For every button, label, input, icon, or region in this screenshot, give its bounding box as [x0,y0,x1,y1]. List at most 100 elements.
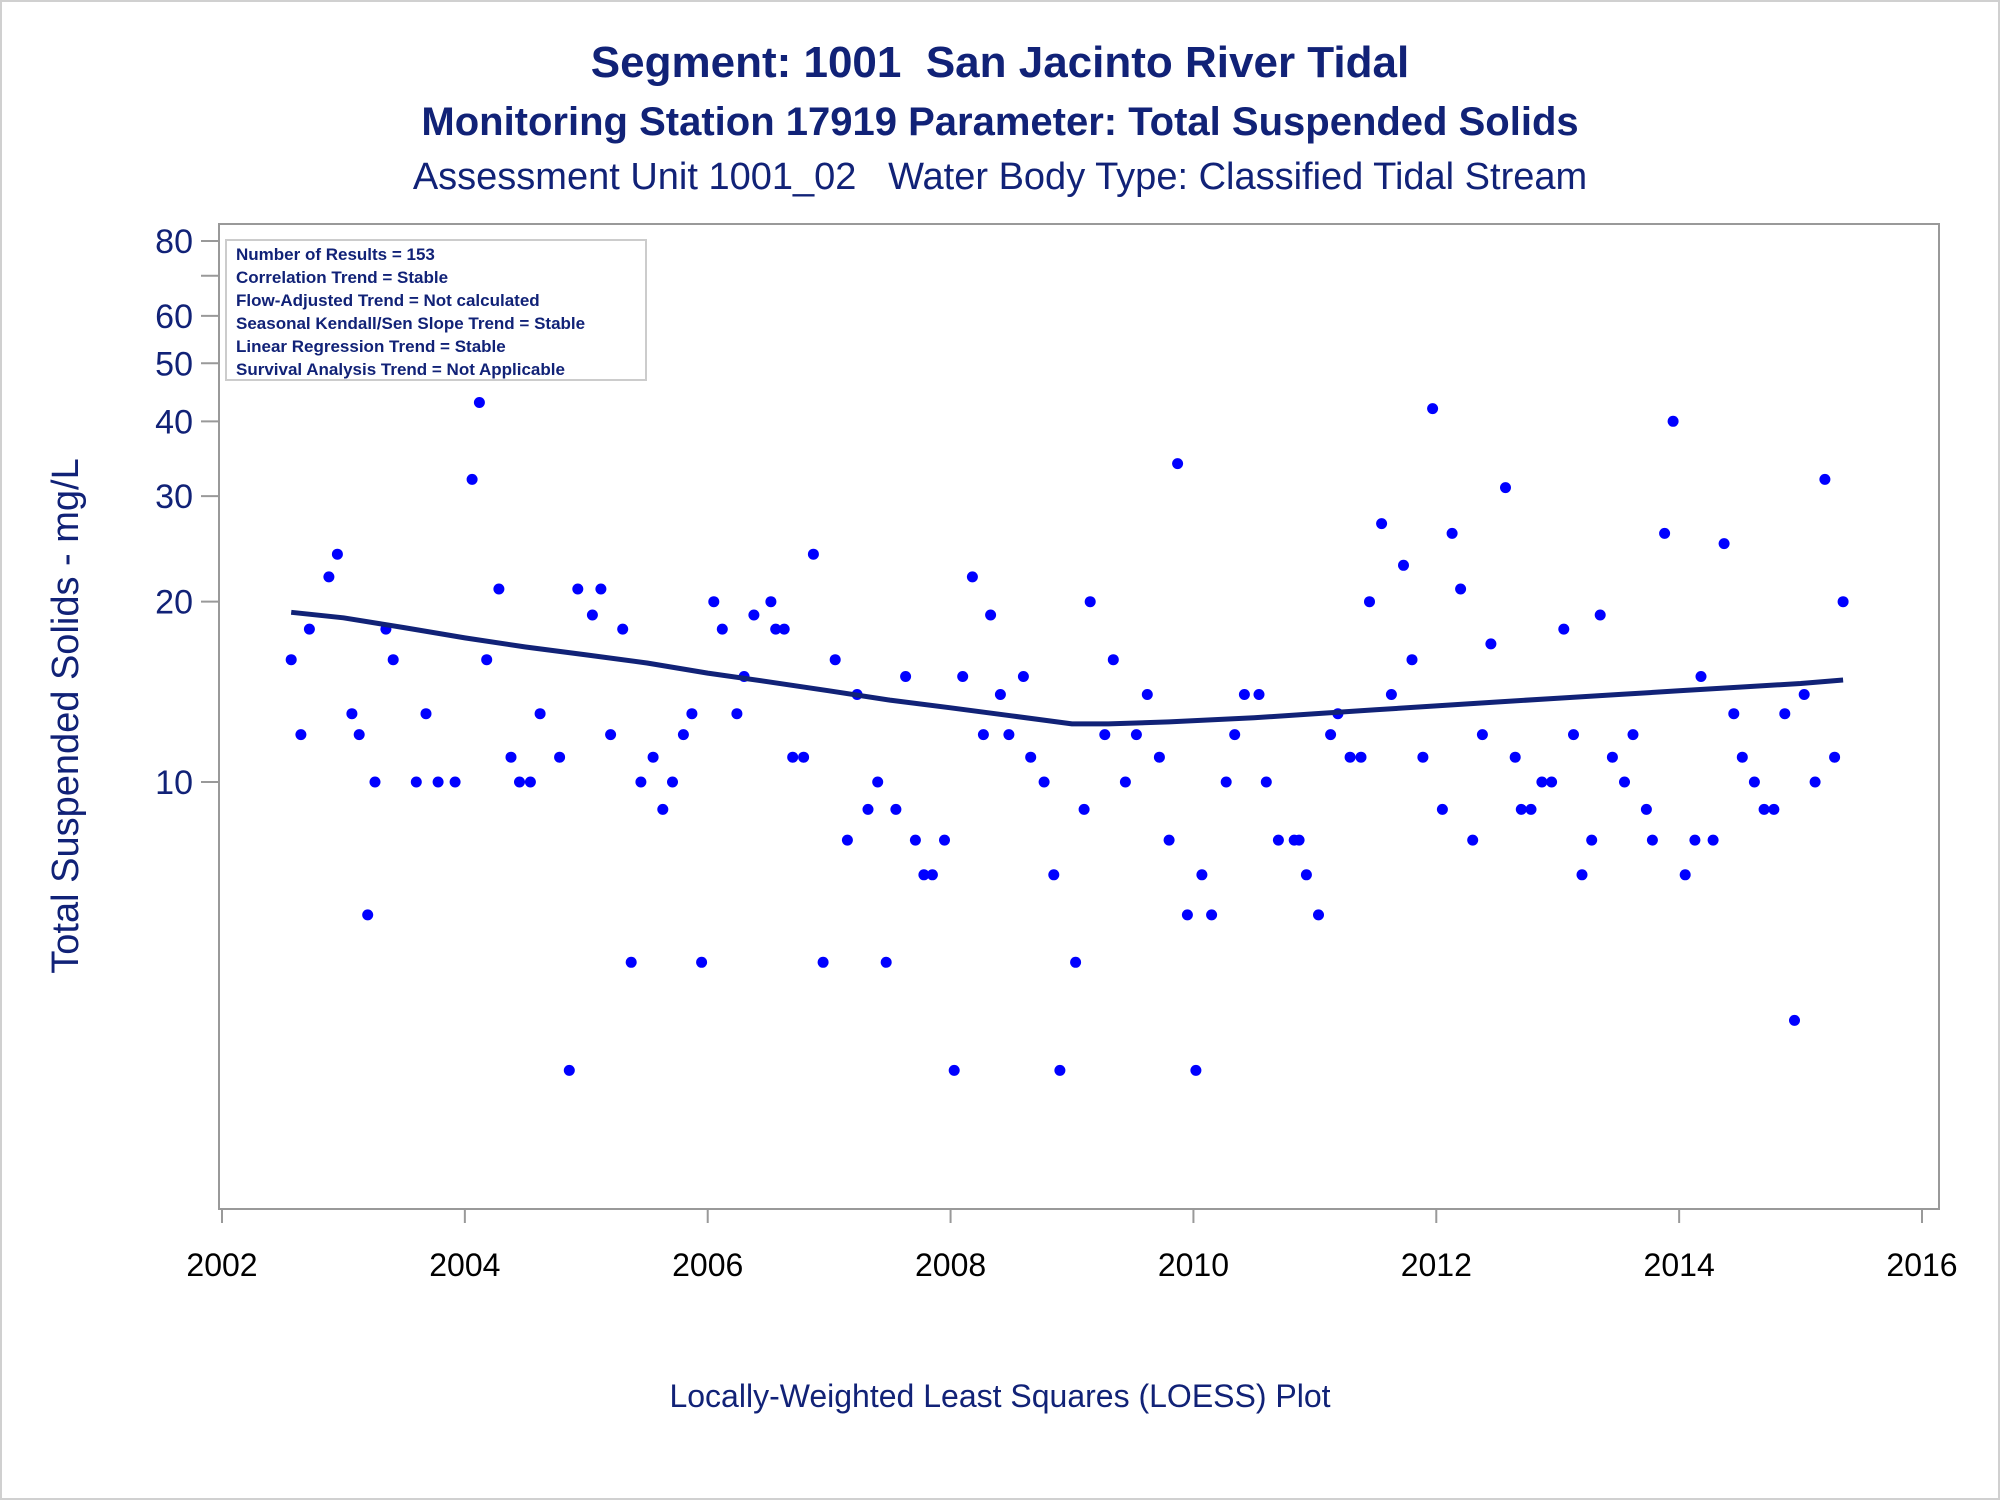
data-point [1130,729,1142,741]
data-point [387,654,399,666]
x-axis: 2002 2004 2006 2008 2010 2012 2014 2016 [186,1208,1958,1283]
x-tick-label: 2016 [1886,1247,1957,1283]
data-point [1689,834,1701,846]
data-point [1667,415,1679,427]
data-point [524,776,536,788]
data-point [505,751,517,763]
data-point [1196,869,1208,881]
data-point [1385,689,1397,700]
plot-footnote: Locally-Weighted Least Squares (LOESS) P… [669,1378,1331,1414]
data-point [918,869,930,881]
x-tick-label: 2006 [672,1247,743,1283]
x-tick-label: 2014 [1644,1247,1715,1283]
data-point [1455,583,1467,595]
data-point [647,751,659,763]
data-point [1736,751,1748,763]
data-point [686,708,698,720]
data-point [1679,869,1691,881]
data-point [985,609,997,621]
data-point [872,776,884,788]
y-axis: 10 20 30 40 50 60 80 [155,223,220,1209]
data-point [534,708,546,720]
data-point [1190,1064,1202,1076]
x-tick-label: 2002 [186,1247,257,1283]
data-point [1417,751,1429,763]
data-point [696,956,708,968]
chart-title: Segment: 1001 San Jacinto River Tidal [590,38,1410,87]
data-point [1829,751,1841,763]
data-point [1568,729,1579,741]
data-point [1253,689,1265,700]
data-point [1837,596,1849,608]
y-tick-label: 50 [155,345,193,383]
data-point [1748,776,1760,788]
data-point [563,1064,575,1076]
data-point [1758,803,1770,815]
data-point [677,729,689,741]
loess-line [290,609,1844,727]
data-point [966,571,978,583]
data-point [1344,751,1356,763]
data-point [1436,803,1448,815]
data-point [716,623,728,635]
data-point [410,776,422,788]
data-point [493,583,505,595]
data-point [369,776,381,788]
data-point [473,397,485,408]
data-point [1509,751,1521,763]
data-point [635,776,647,788]
data-point [1546,776,1558,788]
data-point [586,609,598,621]
data-point [880,956,892,968]
data-point [1238,689,1250,700]
chart-subtitle-station: Monitoring Station 17919 Parameter: Tota… [421,100,1579,144]
x-tick-label: 2010 [1158,1247,1229,1283]
data-point [323,571,335,583]
data-point [948,1064,960,1076]
stats-line: Flow-Adjusted Trend = Not calculated [236,291,540,310]
data-point [1325,729,1337,741]
data-point [890,803,902,815]
data-point [1646,834,1658,846]
y-tick-label: 30 [155,478,193,516]
data-point [841,834,853,846]
x-tick-label: 2004 [429,1247,500,1283]
data-point [1476,729,1488,741]
y-tick-label: 80 [155,223,193,261]
data-point [1364,596,1375,608]
data-point [1398,559,1409,571]
data-point [481,654,493,666]
data-point [731,708,743,720]
data-point [748,609,760,621]
data-point [1515,803,1527,815]
data-point [1606,751,1618,763]
data-point [909,834,921,846]
data-point [625,956,637,968]
data-point [1485,638,1497,650]
stats-box-border [225,239,647,381]
x-tick-label: 2012 [1401,1247,1472,1283]
data-point [1500,482,1511,494]
y-tick-label: 60 [155,298,193,336]
stats-line: Linear Regression Trend = Stable [236,337,506,356]
data-point [1260,776,1272,788]
data-point [420,708,432,720]
data-point [1355,751,1367,763]
data-point [1536,776,1548,788]
data-point [708,596,720,608]
data-point [1558,623,1570,635]
data-point [829,654,841,666]
data-point [1640,803,1652,815]
data-point [1627,729,1639,741]
stats-line: Number of Results = 153 [236,245,435,264]
data-point [957,671,969,682]
data-point [1659,527,1671,539]
data-point [994,689,1006,700]
data-point [1525,803,1537,815]
stats-line: Seasonal Kendall/Sen Slope Trend = Stabl… [236,314,585,333]
data-point [1594,609,1606,621]
data-point [1099,729,1111,741]
data-point [770,623,782,635]
stats-line: Correlation Trend = Stable [236,268,448,287]
data-point [1070,956,1082,968]
